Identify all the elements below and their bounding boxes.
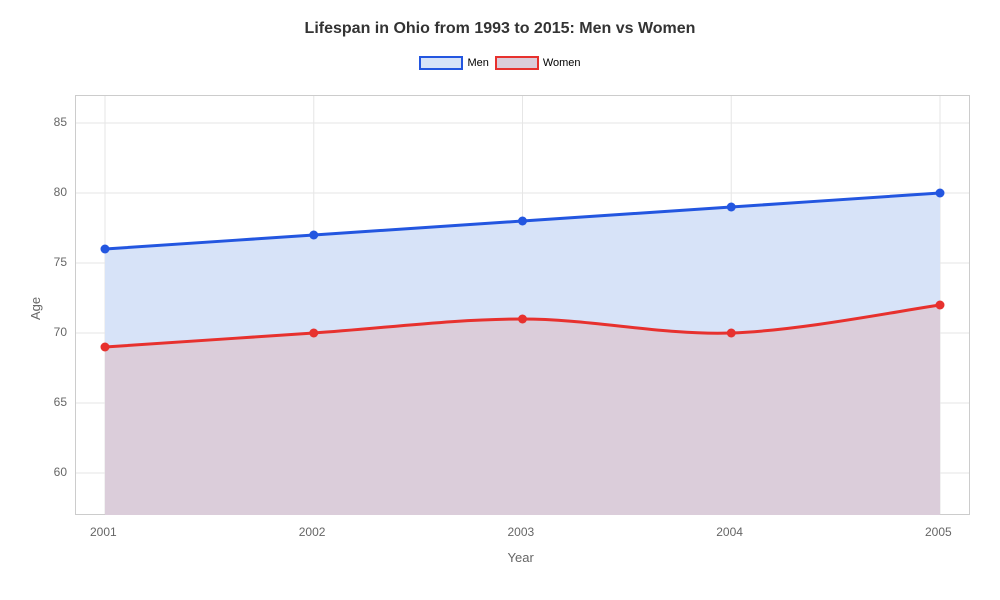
plot-area xyxy=(75,95,970,515)
x-tick-label: 2002 xyxy=(299,525,326,539)
x-tick-label: 2003 xyxy=(508,525,535,539)
y-tick-label: 70 xyxy=(54,325,67,339)
y-tick-label: 75 xyxy=(54,255,67,269)
chart-svg xyxy=(75,95,970,515)
x-axis-label: Year xyxy=(508,550,534,565)
x-tick-label: 2004 xyxy=(716,525,743,539)
y-axis-label: Age xyxy=(28,297,43,320)
legend-swatch-men xyxy=(419,56,463,70)
y-tick-label: 65 xyxy=(54,395,67,409)
legend-item-women[interactable]: Women xyxy=(495,56,581,70)
y-tick-label: 85 xyxy=(54,115,67,129)
legend-label-women: Women xyxy=(543,57,581,69)
y-tick-label: 80 xyxy=(54,185,67,199)
x-tick-label: 2005 xyxy=(925,525,952,539)
legend-item-men[interactable]: Men xyxy=(419,56,488,70)
y-tick-label: 60 xyxy=(54,465,67,479)
x-tick-label: 2001 xyxy=(90,525,117,539)
legend-label-men: Men xyxy=(467,57,488,69)
legend: Men Women xyxy=(0,56,1000,70)
chart-title: Lifespan in Ohio from 1993 to 2015: Men … xyxy=(0,0,1000,38)
chart-container: Lifespan in Ohio from 1993 to 2015: Men … xyxy=(0,0,1000,600)
legend-swatch-women xyxy=(495,56,539,70)
